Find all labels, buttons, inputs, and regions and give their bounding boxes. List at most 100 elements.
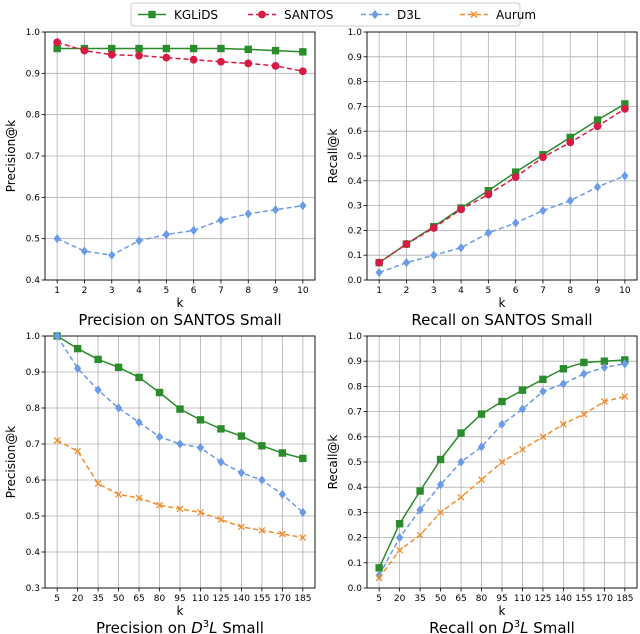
chart-title: Recall on SANTOS Small (411, 311, 592, 329)
data-point (135, 417, 143, 428)
data-point (436, 480, 445, 490)
x-tick-label: 125 (534, 594, 551, 604)
x-tick-label: 155 (253, 594, 270, 604)
chart-title: Precision on D3L Small (96, 619, 264, 634)
y-tick-label: 0.7 (348, 408, 362, 418)
x-tick-label: 10 (619, 286, 631, 296)
x-tick-label: 20 (72, 594, 84, 604)
data-point (430, 250, 438, 260)
data-point (189, 44, 198, 53)
data-point (299, 454, 307, 463)
x-tick-label: 35 (414, 594, 425, 604)
data-point (600, 398, 608, 405)
data-point (278, 530, 286, 538)
y-tick-label: 0.9 (348, 357, 363, 367)
x-tick-label: 65 (455, 594, 466, 604)
y-axis-label: Precision@k (4, 120, 18, 193)
legend-label: D3L (397, 8, 421, 22)
data-point (108, 44, 116, 53)
data-point (437, 508, 445, 516)
data-point (74, 447, 82, 455)
data-point (162, 229, 170, 240)
data-point (237, 432, 246, 440)
data-point (299, 534, 307, 542)
data-point (135, 51, 143, 60)
data-point (135, 236, 143, 246)
x-tick-label: 10 (297, 286, 309, 296)
data-point (107, 50, 116, 59)
data-point (621, 393, 629, 400)
y-tick-label: 0.3 (348, 508, 362, 518)
y-tick-label: 0.5 (348, 152, 362, 162)
series (53, 38, 307, 76)
title-suffix: Small (528, 619, 574, 634)
title-prefix: Recall on (429, 619, 502, 634)
chart-panel: 1 2 3 4 5 6 7 8 9 100.40.50.60.70.80.91.0kPrecisi… (4, 28, 316, 329)
panels: 1 2 3 4 5 6 7 8 9 100.40.50.60.70.80.91.0kPrecisi… (4, 28, 638, 634)
data-point (580, 369, 588, 379)
data-point (375, 574, 383, 582)
title-suffix-italic: L (520, 619, 528, 634)
y-tick-label: 0.8 (26, 404, 41, 414)
y-tick-label: 0.4 (348, 483, 363, 493)
data-point (196, 416, 205, 424)
data-point (108, 250, 116, 260)
data-point (477, 442, 486, 452)
y-tick-label: 0.3 (348, 202, 362, 212)
y-tick-label: 0.1 (348, 251, 362, 261)
series (53, 200, 307, 260)
data-point (217, 215, 225, 225)
data-point (189, 55, 198, 64)
legend-label: SANTOS (284, 8, 333, 22)
x-tick-label: 170 (274, 594, 291, 604)
data-point (559, 420, 567, 428)
y-tick-label: 1.0 (348, 332, 363, 342)
x-tick-label: 110 (192, 594, 209, 604)
data-point (416, 531, 424, 539)
data-point (512, 218, 520, 228)
data-point (217, 425, 225, 433)
y-tick-label: 0.9 (348, 53, 363, 63)
x-tick-label: 50 (113, 594, 125, 604)
data-point (73, 363, 82, 374)
y-tick-label: 0.2 (348, 226, 362, 236)
data-point (518, 386, 527, 394)
title-sup: 3 (514, 619, 520, 630)
chart-title: Precision on SANTOS Small (78, 311, 281, 329)
x-tick-label: 9 (595, 286, 601, 296)
y-tick-label: 0.6 (348, 127, 363, 137)
data-point (457, 429, 465, 437)
y-tick-label: 0.3 (26, 584, 40, 594)
legend-marker (258, 10, 266, 19)
data-point (457, 205, 465, 214)
series-line (378, 108, 626, 264)
title-sup: 3 (203, 619, 209, 630)
y-tick-label: 1.0 (26, 332, 41, 342)
data-point (53, 38, 62, 47)
data-point (498, 419, 506, 429)
data-point (217, 57, 225, 66)
data-point (402, 240, 411, 248)
data-point (80, 46, 89, 55)
data-point (299, 200, 307, 211)
data-point (539, 153, 547, 162)
data-point (94, 480, 102, 488)
data-point (271, 205, 280, 215)
series (53, 436, 307, 542)
y-tick-label: 0.8 (348, 78, 363, 88)
data-point (80, 246, 89, 256)
data-point (416, 505, 424, 515)
data-point (580, 358, 588, 367)
y-tick-label: 0.1 (348, 559, 362, 569)
data-point (580, 410, 588, 418)
data-point (539, 433, 547, 441)
x-tick-label: 110 (514, 594, 531, 604)
x-tick-label: 80 (476, 594, 488, 604)
y-tick-label: 0.0 (348, 276, 363, 286)
chart-title: Recall on D3L Small (429, 619, 575, 634)
data-point (298, 67, 307, 76)
series (53, 331, 307, 518)
y-axis-label: Recall@k (326, 435, 340, 490)
data-point (258, 475, 266, 485)
data-point (620, 104, 629, 113)
